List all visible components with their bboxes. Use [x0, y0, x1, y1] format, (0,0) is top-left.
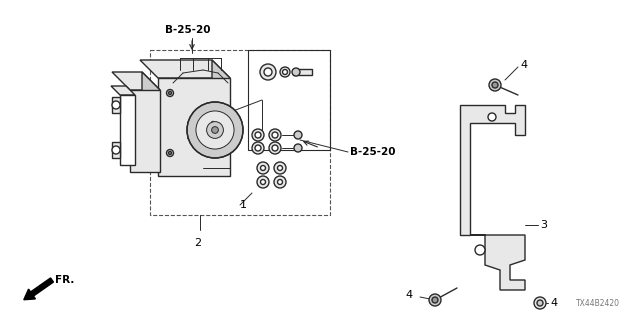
Polygon shape	[158, 78, 230, 176]
Polygon shape	[460, 105, 525, 235]
Circle shape	[260, 165, 266, 171]
Text: B-25-20: B-25-20	[350, 147, 396, 157]
Circle shape	[196, 111, 234, 149]
Polygon shape	[130, 90, 160, 172]
Circle shape	[255, 145, 261, 151]
Bar	[248, 50, 330, 150]
Circle shape	[294, 131, 302, 139]
Text: 4: 4	[550, 298, 557, 308]
Circle shape	[112, 146, 120, 154]
Circle shape	[278, 165, 282, 171]
Circle shape	[272, 145, 278, 151]
Circle shape	[280, 67, 290, 77]
Circle shape	[475, 245, 485, 255]
Text: 3: 3	[540, 220, 547, 230]
Circle shape	[166, 149, 173, 156]
Circle shape	[282, 69, 287, 75]
Circle shape	[168, 92, 172, 94]
Circle shape	[260, 64, 276, 80]
Text: 2: 2	[195, 238, 202, 248]
Text: B-25-20: B-25-20	[165, 25, 211, 35]
Circle shape	[269, 142, 281, 154]
Circle shape	[294, 144, 302, 152]
Circle shape	[257, 162, 269, 174]
Polygon shape	[293, 69, 312, 75]
Circle shape	[537, 300, 543, 306]
Circle shape	[492, 82, 498, 88]
Circle shape	[274, 162, 286, 174]
Circle shape	[260, 180, 266, 185]
Circle shape	[252, 142, 264, 154]
Text: 4: 4	[520, 60, 527, 70]
Text: 4: 4	[405, 290, 412, 300]
Polygon shape	[112, 72, 160, 90]
Text: FR.: FR.	[55, 275, 74, 285]
Circle shape	[264, 68, 272, 76]
Circle shape	[272, 132, 278, 138]
Circle shape	[257, 176, 269, 188]
Circle shape	[278, 180, 282, 185]
Circle shape	[187, 102, 243, 158]
Polygon shape	[112, 142, 120, 158]
Circle shape	[488, 113, 496, 121]
Polygon shape	[112, 97, 120, 113]
Polygon shape	[111, 86, 135, 95]
Polygon shape	[212, 60, 230, 176]
Circle shape	[212, 127, 218, 133]
Circle shape	[252, 129, 264, 141]
Circle shape	[209, 119, 216, 126]
Circle shape	[255, 132, 261, 138]
Polygon shape	[470, 235, 525, 290]
FancyArrow shape	[24, 278, 53, 300]
Circle shape	[534, 297, 546, 309]
Circle shape	[168, 151, 172, 155]
Circle shape	[489, 79, 501, 91]
Circle shape	[292, 68, 300, 76]
Circle shape	[269, 129, 281, 141]
Circle shape	[207, 122, 223, 139]
Text: 1: 1	[240, 200, 247, 210]
Circle shape	[432, 297, 438, 303]
Circle shape	[112, 101, 120, 109]
Text: TX44B2420: TX44B2420	[576, 299, 620, 308]
Polygon shape	[140, 60, 230, 78]
Circle shape	[429, 294, 441, 306]
Circle shape	[166, 90, 173, 97]
Polygon shape	[142, 72, 160, 172]
Circle shape	[274, 176, 286, 188]
Bar	[150, 50, 330, 215]
Polygon shape	[120, 95, 135, 165]
Circle shape	[211, 122, 214, 124]
